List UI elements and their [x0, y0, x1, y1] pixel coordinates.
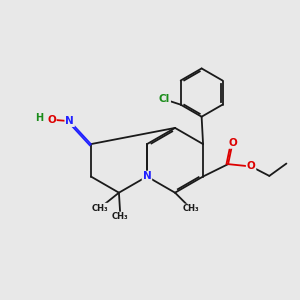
Text: H: H — [35, 113, 43, 123]
Text: N: N — [65, 116, 74, 126]
Text: O: O — [47, 115, 56, 125]
Text: CH₃: CH₃ — [92, 203, 108, 212]
Text: Cl: Cl — [159, 94, 170, 104]
Text: CH₃: CH₃ — [183, 204, 200, 213]
Text: O: O — [247, 161, 255, 172]
Text: N: N — [142, 172, 152, 182]
Text: CH₃: CH₃ — [112, 212, 129, 221]
Text: O: O — [228, 138, 237, 148]
